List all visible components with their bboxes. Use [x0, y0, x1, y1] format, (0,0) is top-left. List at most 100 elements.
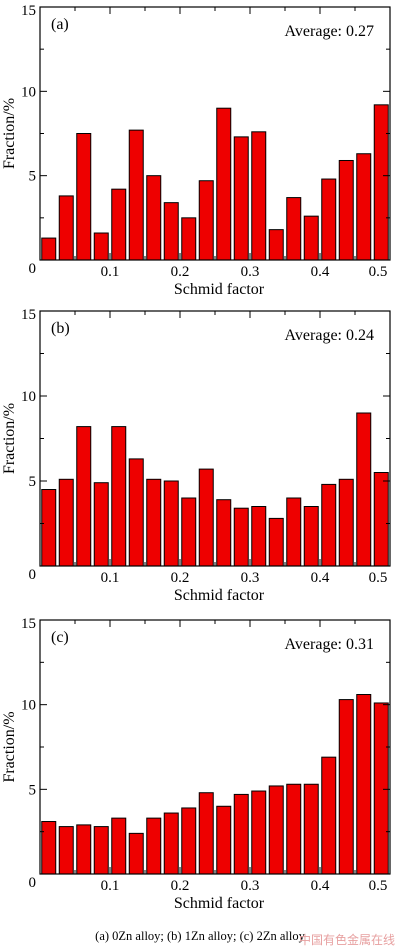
average-annotation: Average: 0.27 — [285, 23, 374, 40]
bar — [373, 104, 389, 261]
x-tick-label: 0.4 — [311, 878, 330, 894]
chart-panels: 0.1 0.2 0.3 0.4 0.5 0 5 10 15 Schmid factor Fracti… — [1, 3, 391, 912]
bar — [93, 482, 109, 567]
y-tick-label: 5 — [29, 782, 37, 798]
panel-label: (c) — [51, 629, 69, 646]
chart-panel-1: 0.1 0.2 0.3 0.4 0.5 0 5 10 15 Schmid factor Fracti… — [1, 3, 391, 298]
bar — [303, 506, 319, 567]
y-tick-label: 10 — [21, 84, 36, 100]
bar — [163, 812, 179, 875]
bar — [251, 131, 267, 261]
bar — [111, 188, 127, 261]
bar — [41, 237, 57, 261]
bar — [356, 153, 372, 261]
x-tick-label: 0.5 — [369, 570, 388, 586]
bar — [163, 202, 179, 261]
bar — [268, 517, 284, 567]
y-tick-label: 10 — [21, 389, 36, 405]
watermark: 中国有色金属在线 — [299, 932, 395, 947]
x-tick-label: 0.3 — [241, 570, 260, 586]
y-tick-label: 10 — [21, 698, 36, 714]
bar — [76, 426, 92, 567]
bar — [58, 478, 74, 567]
bar — [216, 107, 232, 261]
chart-panel-3: 0.1 0.2 0.3 0.4 0.5 0 5 10 15 Schmid factor Fracti… — [1, 616, 391, 912]
y-tick-label: 15 — [21, 3, 36, 19]
chart-panel-2: 0.1 0.2 0.3 0.4 0.5 0 5 10 15 Schmid factor Fracti… — [1, 307, 391, 604]
bar — [181, 807, 197, 875]
bar — [268, 229, 284, 261]
panel-label: (a) — [51, 16, 69, 33]
x-tick-label: 0.1 — [101, 264, 120, 280]
bar — [233, 793, 249, 875]
average-annotation: Average: 0.24 — [285, 327, 374, 344]
x-tick-label: 0.1 — [101, 570, 120, 586]
figure-caption: (a) 0Zn alloy; (b) 1Zn alloy; (c) 2Zn al… — [95, 929, 305, 943]
bar — [233, 136, 249, 261]
bar — [41, 821, 57, 875]
y-tick-label: 0 — [29, 567, 37, 583]
bar — [128, 832, 144, 875]
bar — [111, 426, 127, 567]
bar — [181, 217, 197, 261]
bar — [41, 489, 57, 567]
panel-label: (b) — [51, 320, 70, 337]
bar — [286, 197, 302, 261]
y-axis-label: Fraction/% — [1, 98, 18, 169]
y-axis-label: Fraction/% — [1, 711, 18, 782]
bar — [198, 180, 214, 261]
y-axis-label: Fraction/% — [1, 403, 18, 474]
bar — [181, 497, 197, 567]
x-tick-label: 0.5 — [369, 264, 388, 280]
bar — [338, 159, 354, 261]
bar — [251, 506, 267, 567]
bar — [93, 826, 109, 875]
bar — [321, 178, 337, 261]
x-axis-label: Schmid factor — [174, 281, 265, 298]
x-tick-label: 0.4 — [311, 264, 330, 280]
bar — [356, 694, 372, 875]
bar — [373, 472, 389, 567]
bar — [198, 468, 214, 567]
bar — [93, 232, 109, 261]
bar — [356, 412, 372, 567]
bar — [286, 497, 302, 567]
bar — [233, 507, 249, 567]
bar — [198, 792, 214, 875]
bar — [76, 824, 92, 875]
x-axis-label: Schmid factor — [174, 895, 265, 912]
y-tick-label: 5 — [29, 474, 37, 490]
plot-frame — [39, 310, 391, 567]
plot-frame — [39, 6, 391, 261]
average-annotation: Average: 0.31 — [285, 636, 374, 653]
x-tick-label: 0.2 — [171, 878, 190, 894]
bar — [268, 785, 284, 875]
x-tick-label: 0.4 — [311, 570, 330, 586]
bar — [338, 699, 354, 875]
bar — [303, 783, 319, 875]
bar — [128, 129, 144, 261]
bar — [146, 478, 162, 567]
bar — [321, 756, 337, 875]
bar — [286, 783, 302, 875]
x-axis-label: Schmid factor — [174, 587, 265, 604]
bar — [58, 826, 74, 875]
y-tick-label: 0 — [29, 261, 37, 277]
bar — [373, 702, 389, 875]
bar — [216, 499, 232, 567]
bar — [338, 478, 354, 567]
x-tick-label: 0.5 — [369, 878, 388, 894]
y-tick-label: 15 — [21, 307, 36, 323]
x-tick-label: 0.3 — [241, 878, 260, 894]
bar — [111, 817, 127, 875]
bar — [76, 133, 92, 261]
bar — [321, 483, 337, 567]
y-tick-label: 15 — [21, 616, 36, 632]
bar — [146, 175, 162, 261]
y-tick-label: 0 — [29, 875, 37, 891]
x-tick-label: 0.2 — [171, 570, 190, 586]
x-tick-label: 0.3 — [241, 264, 260, 280]
y-tick-label: 5 — [29, 169, 37, 185]
x-tick-label: 0.2 — [171, 264, 190, 280]
